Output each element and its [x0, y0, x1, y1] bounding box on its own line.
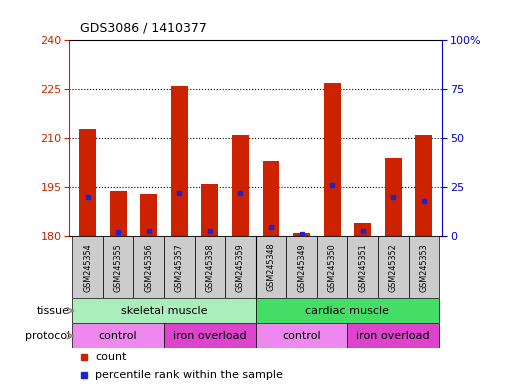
Bar: [347, 237, 378, 298]
Bar: [171, 86, 188, 237]
Bar: [79, 129, 96, 237]
Bar: [385, 158, 402, 237]
Text: cardiac muscle: cardiac muscle: [305, 306, 389, 316]
Bar: [347, 323, 439, 348]
Bar: [110, 191, 127, 237]
Bar: [256, 298, 439, 323]
Text: control: control: [99, 331, 137, 341]
Bar: [286, 237, 317, 298]
Bar: [293, 233, 310, 237]
Text: count: count: [95, 352, 127, 362]
Bar: [202, 184, 219, 237]
Bar: [72, 323, 164, 348]
Text: GSM245349: GSM245349: [297, 243, 306, 291]
Text: protocol: protocol: [25, 331, 70, 341]
Text: GSM245359: GSM245359: [236, 243, 245, 291]
Text: GDS3086 / 1410377: GDS3086 / 1410377: [80, 22, 206, 35]
Bar: [256, 237, 286, 298]
Bar: [416, 135, 432, 237]
Bar: [103, 237, 133, 298]
Bar: [164, 237, 194, 298]
Bar: [133, 237, 164, 298]
Text: GSM245352: GSM245352: [389, 243, 398, 291]
Bar: [263, 161, 280, 237]
Text: percentile rank within the sample: percentile rank within the sample: [95, 370, 283, 380]
Text: skeletal muscle: skeletal muscle: [121, 306, 207, 316]
Bar: [72, 237, 103, 298]
Bar: [408, 237, 439, 298]
Text: GSM245356: GSM245356: [144, 243, 153, 291]
Text: iron overload: iron overload: [173, 331, 247, 341]
Bar: [354, 223, 371, 237]
Bar: [232, 135, 249, 237]
Bar: [317, 237, 347, 298]
Text: GSM245353: GSM245353: [419, 243, 428, 291]
Text: GSM245348: GSM245348: [267, 243, 275, 291]
Text: GSM245358: GSM245358: [205, 243, 214, 291]
Bar: [225, 237, 255, 298]
Text: control: control: [282, 331, 321, 341]
Text: iron overload: iron overload: [357, 331, 430, 341]
Text: tissue: tissue: [37, 306, 70, 316]
Bar: [324, 83, 341, 237]
Text: GSM245357: GSM245357: [175, 243, 184, 291]
Text: GSM245350: GSM245350: [328, 243, 337, 291]
Bar: [256, 323, 347, 348]
Bar: [164, 323, 256, 348]
Bar: [72, 298, 256, 323]
Text: GSM245354: GSM245354: [83, 243, 92, 291]
Bar: [141, 194, 157, 237]
Text: GSM245355: GSM245355: [114, 243, 123, 291]
Bar: [378, 237, 408, 298]
Text: GSM245351: GSM245351: [358, 243, 367, 291]
Bar: [194, 237, 225, 298]
